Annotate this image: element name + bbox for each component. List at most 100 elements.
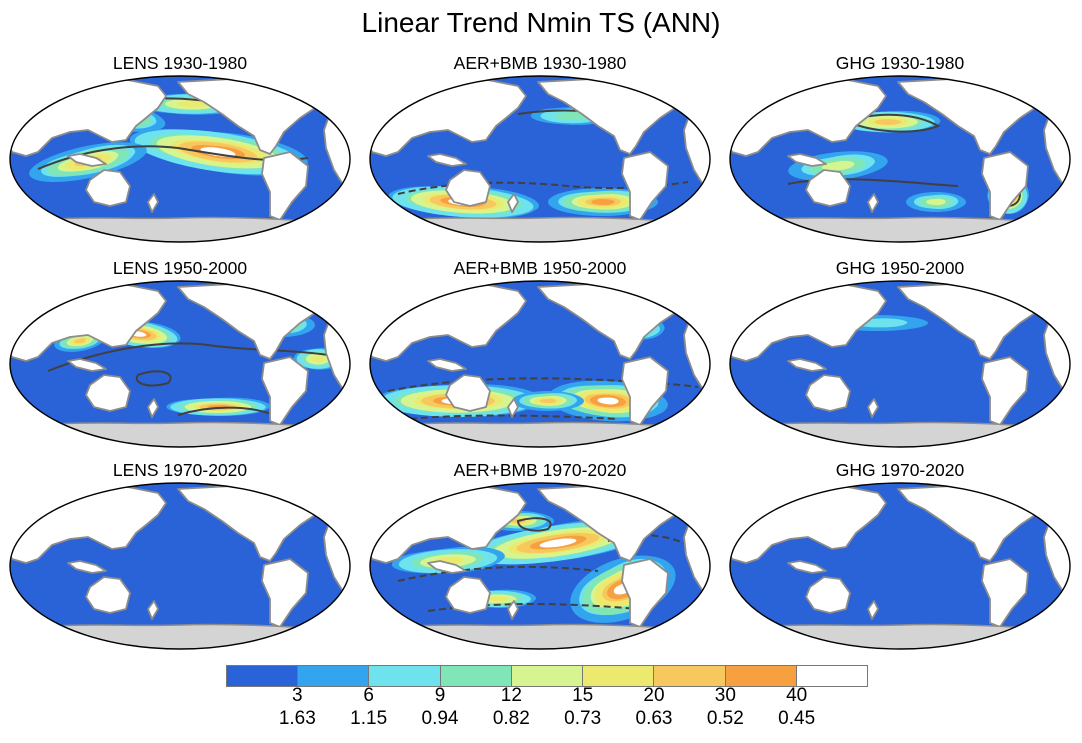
contour-line [397, 565, 599, 582]
south-america-land [621, 151, 669, 221]
antarctica-land [10, 216, 350, 242]
new-zealand-land [867, 398, 879, 418]
trend-band [487, 596, 509, 602]
map-border [369, 482, 711, 650]
map-border [729, 75, 1071, 243]
map-border [9, 280, 351, 448]
panel-title: GHG 1970-2020 [835, 460, 965, 480]
panel-title: AER+BMB 1970-2020 [453, 460, 627, 480]
colorbar-tick-label: 0.73 [564, 708, 602, 729]
greenland-land [1009, 282, 1045, 302]
map-border [9, 482, 351, 650]
south-america-land [621, 356, 669, 426]
greenland-land [649, 484, 685, 504]
colorbar-tick-label: 40 [786, 685, 808, 706]
colorbar-swatch [227, 666, 299, 686]
map-border [9, 75, 351, 243]
antarctica-land [730, 216, 1070, 242]
colorbar-tick-label: 0.94 [421, 708, 459, 729]
map-panel: AER+BMB 1970-2020 [368, 459, 712, 651]
new-zealand-land [147, 193, 159, 213]
indonesia-land [67, 358, 107, 372]
colorbar-swatch [298, 666, 370, 686]
antarctica-land [370, 623, 710, 649]
world-map [9, 280, 351, 448]
antarctica-land [730, 421, 1070, 447]
colorbar-tick-label: 0.45 [778, 708, 816, 729]
greenland-land [649, 77, 685, 97]
indonesia-land [427, 560, 467, 574]
panel-title: LENS 1970-2020 [112, 460, 248, 480]
australia-land [85, 374, 131, 412]
australia-land [805, 374, 851, 412]
contour-line [387, 414, 619, 422]
australia-land [805, 169, 851, 207]
indonesia-land [787, 560, 827, 574]
colorbar-tick-label: 6 [363, 685, 374, 706]
antarctica-land [10, 623, 350, 649]
world-map [369, 280, 711, 448]
world-map [729, 75, 1071, 243]
greenland-land [289, 484, 325, 504]
australia-land [445, 576, 491, 614]
antarctica-land [370, 421, 710, 447]
antarctica-land [730, 623, 1070, 649]
colorbar-swatch [725, 666, 797, 686]
new-zealand-land [867, 193, 879, 213]
map-panel: AER+BMB 1950-2000 [368, 257, 712, 449]
colorbar-swatch [583, 666, 655, 686]
trend-band [176, 100, 210, 108]
colorbar-tick-label: 1.15 [350, 708, 388, 729]
greenland-land [1009, 77, 1045, 97]
south-america-land [981, 356, 1029, 426]
map-border [369, 280, 711, 448]
australia-land [445, 169, 491, 207]
south-america-land [261, 356, 309, 426]
colorbar-tick-label: 30 [714, 685, 736, 706]
colorbar-labels-top: 3 6 9 12 15 20 30 40 [226, 685, 868, 707]
greenland-land [1009, 484, 1045, 504]
map-panel: GHG 1950-2000 [728, 257, 1072, 449]
australia-land [805, 576, 851, 614]
antarctica-land [10, 421, 350, 447]
map-border [369, 75, 711, 243]
figure-title: Linear Trend Nmin TS (ANN) [361, 7, 721, 38]
colorbar-swatch [511, 666, 584, 686]
colorbar-tick-label: 0.63 [635, 708, 673, 729]
trend-band [311, 355, 326, 363]
panel-title: LENS 1930-1980 [112, 53, 248, 73]
map-border [729, 280, 1071, 448]
colorbar-tick-label: 3 [292, 685, 303, 706]
colorbar-tick-label: 12 [500, 685, 522, 706]
indonesia-land [427, 358, 467, 372]
map-panel: LENS 1970-2020 [8, 459, 352, 651]
antarctica-land [370, 216, 710, 242]
south-america-land [981, 151, 1029, 221]
map-border [729, 482, 1071, 650]
trend-band [591, 199, 615, 205]
indonesia-land [787, 153, 827, 167]
colorbar-tick-label: 0.52 [706, 708, 744, 729]
indonesia-land [67, 153, 107, 167]
south-america-land [261, 151, 309, 221]
world-map [369, 75, 711, 243]
colorbar-swatch [440, 666, 512, 686]
new-zealand-land [507, 193, 519, 213]
colorbar-labels-bottom: 1.63 1.15 0.94 0.82 0.73 0.63 0.52 0.45 [226, 708, 868, 730]
trend-band [821, 160, 855, 171]
contour-line [135, 370, 172, 387]
contour-line [787, 178, 959, 187]
colorbar-tick-label: 1.63 [278, 708, 316, 729]
map-panel: GHG 1930-1980 [728, 52, 1072, 244]
world-map [9, 75, 351, 243]
australia-land [85, 576, 131, 614]
greenland-land [289, 77, 325, 97]
trend-band [874, 119, 902, 125]
map-panel: LENS 1950-2000 [8, 257, 352, 449]
trend-band [539, 538, 577, 548]
map-panel: GHG 1970-2020 [728, 459, 1072, 651]
trend-band [926, 198, 946, 206]
south-america-land [981, 558, 1029, 628]
world-map [729, 280, 1071, 448]
panel-title: LENS 1950-2000 [112, 258, 248, 278]
